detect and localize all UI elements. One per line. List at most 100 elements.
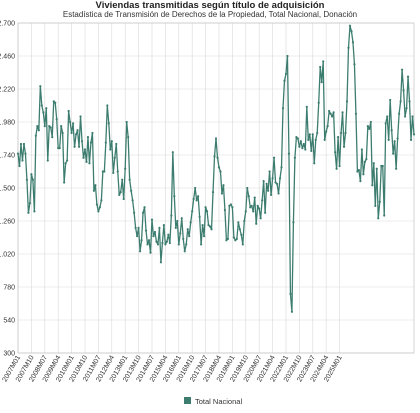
data-point	[267, 189, 270, 192]
data-point	[198, 215, 201, 218]
data-point	[109, 148, 112, 151]
data-point	[377, 217, 380, 220]
data-point	[71, 122, 75, 125]
data-point	[308, 133, 311, 136]
data-point	[345, 100, 349, 103]
legend-swatch	[184, 397, 191, 404]
data-point	[280, 166, 283, 169]
data-point	[250, 204, 253, 207]
data-point	[240, 233, 243, 236]
data-point	[258, 207, 261, 210]
data-point	[37, 129, 40, 132]
data-point	[371, 184, 374, 187]
data-point	[336, 136, 340, 139]
data-point	[384, 122, 387, 125]
data-point	[272, 156, 276, 159]
data-point	[91, 131, 94, 135]
data-point	[341, 111, 344, 114]
data-point	[357, 169, 361, 172]
data-point	[387, 138, 390, 141]
data-point	[335, 167, 338, 170]
data-point	[317, 101, 320, 104]
data-point	[19, 142, 23, 146]
data-point	[411, 115, 414, 118]
data-point	[277, 192, 280, 195]
legend: Total Nacional	[184, 397, 242, 406]
data-point	[362, 173, 365, 176]
data-point	[375, 167, 378, 170]
data-point	[28, 202, 32, 205]
y-tick-label: 300	[3, 351, 15, 358]
data-point	[319, 65, 322, 69]
data-point	[64, 162, 67, 165]
data-point	[363, 160, 366, 163]
data-point	[52, 100, 55, 103]
data-point	[412, 133, 416, 136]
data-point	[232, 236, 235, 239]
data-point	[189, 221, 192, 224]
data-point	[130, 189, 133, 192]
data-point	[122, 197, 125, 201]
data-point	[171, 151, 174, 154]
data-point	[103, 170, 106, 173]
data-point	[21, 159, 24, 162]
data-point	[125, 120, 128, 124]
y-tick-label: 1.740	[0, 153, 15, 160]
data-point	[34, 134, 37, 137]
data-point	[256, 204, 259, 207]
data-point	[63, 181, 66, 184]
data-point	[271, 177, 274, 180]
data-point	[80, 140, 84, 143]
data-point	[201, 224, 204, 227]
data-point	[185, 243, 188, 246]
data-point	[179, 232, 182, 235]
data-point	[98, 206, 101, 209]
data-point	[249, 206, 252, 209]
data-point	[140, 239, 143, 242]
data-point	[347, 46, 350, 49]
data-point	[177, 243, 180, 246]
data-point	[278, 177, 282, 180]
data-point	[344, 131, 347, 135]
data-point	[289, 292, 292, 295]
data-point	[298, 145, 301, 148]
data-point	[42, 111, 45, 114]
data-point	[290, 310, 294, 313]
data-point	[94, 184, 97, 187]
data-point	[124, 167, 127, 170]
data-point	[229, 203, 232, 206]
data-point	[144, 229, 148, 232]
data-point	[85, 160, 88, 163]
data-point	[131, 199, 134, 202]
data-point	[244, 210, 247, 213]
data-point	[322, 60, 325, 63]
data-point	[281, 107, 285, 110]
data-point	[268, 170, 271, 173]
data-point	[164, 243, 167, 246]
data-point	[399, 100, 402, 103]
data-point	[265, 182, 268, 185]
data-point	[274, 181, 277, 184]
data-point	[234, 239, 237, 242]
data-point	[261, 199, 264, 202]
data-point	[304, 148, 307, 151]
data-point	[350, 30, 353, 33]
data-point	[192, 197, 195, 201]
data-point	[153, 230, 157, 234]
data-point	[339, 131, 343, 135]
data-point	[146, 243, 149, 246]
data-point	[183, 250, 186, 253]
y-tick-label: 2.220	[0, 87, 15, 94]
data-point	[231, 206, 234, 209]
data-point	[92, 189, 96, 192]
data-point	[200, 243, 203, 246]
data-point	[275, 182, 279, 185]
data-point	[167, 233, 170, 236]
data-point	[168, 241, 171, 245]
data-point	[353, 63, 356, 66]
y-tick-label: 1.980	[0, 120, 15, 127]
x-axis: 2007M012007M102008M072009M042010M012010M…	[2, 354, 344, 383]
data-point	[314, 138, 317, 141]
data-point	[326, 125, 329, 128]
data-point	[60, 125, 63, 128]
